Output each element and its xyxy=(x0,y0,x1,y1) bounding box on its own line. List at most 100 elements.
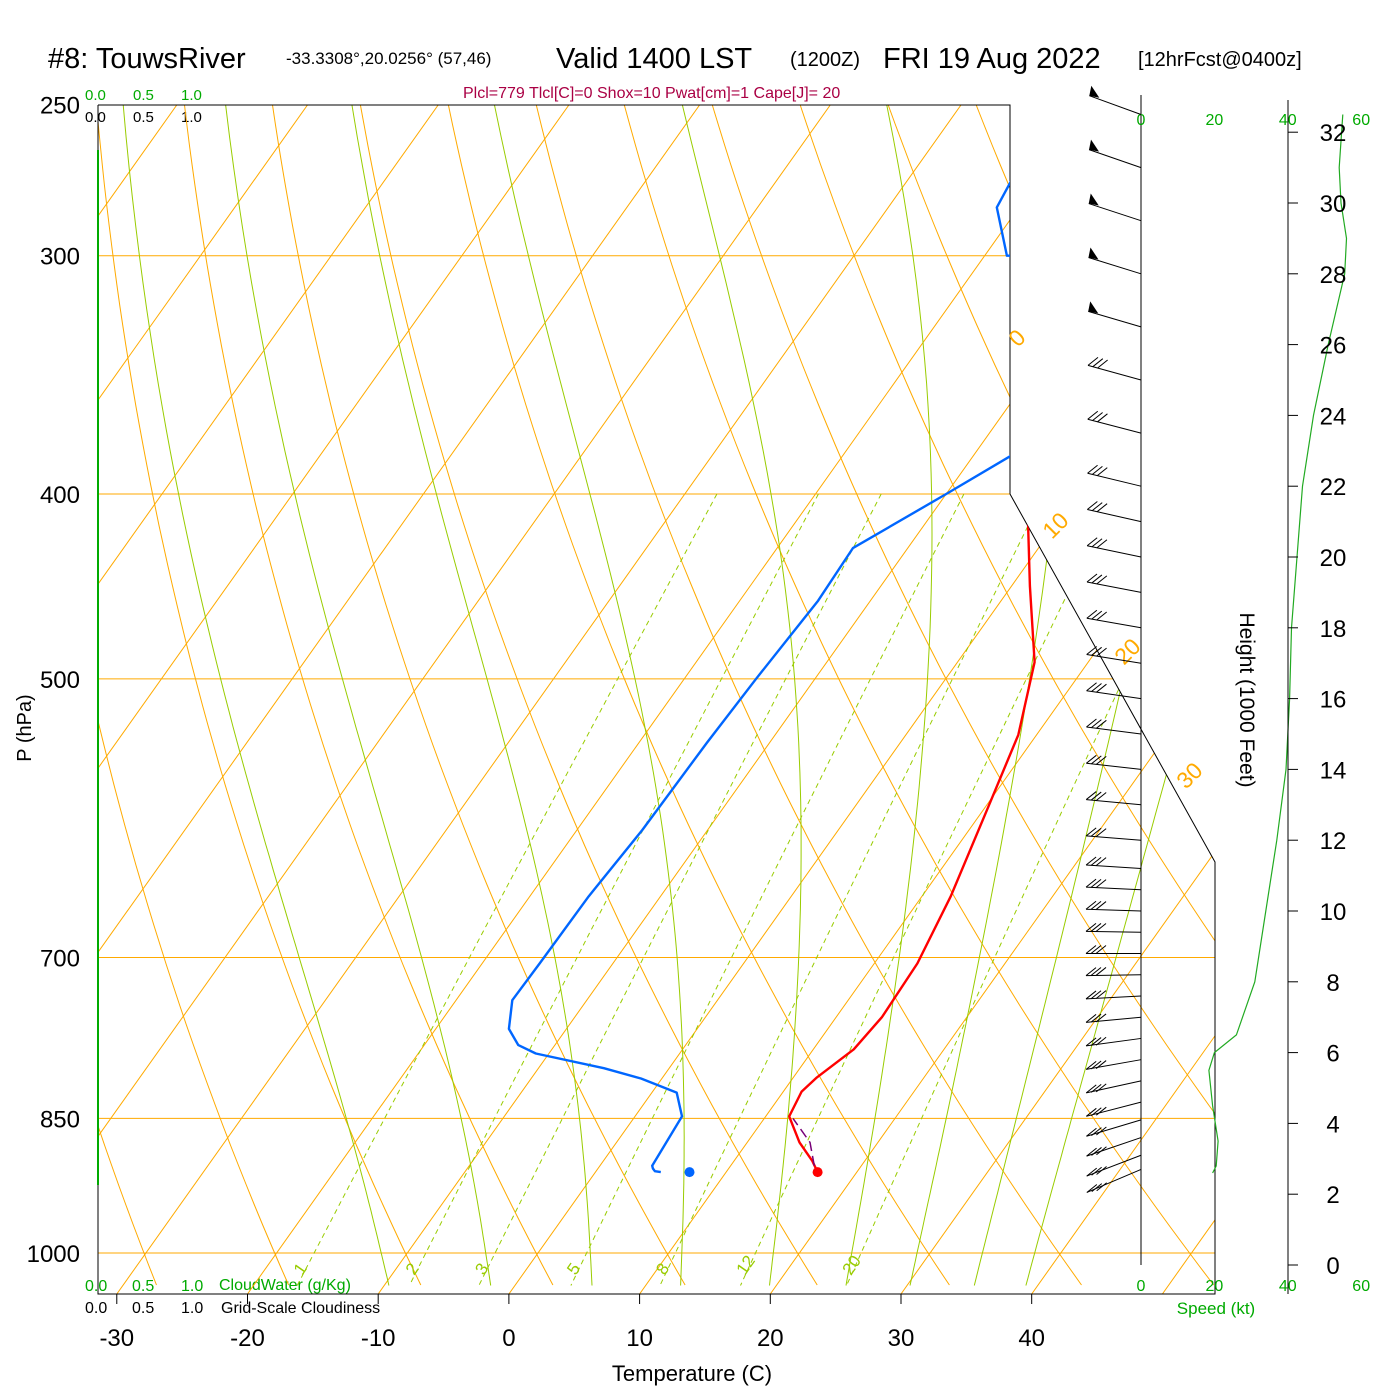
parcel-path-line xyxy=(792,1117,816,1166)
isotherm-line xyxy=(1031,105,1215,1294)
mixing-ratio-label: 12 xyxy=(733,1252,759,1278)
moist-adiabat-line xyxy=(493,105,685,1286)
pressure-tick-label: 300 xyxy=(40,244,80,271)
surface-dewpoint-dot xyxy=(684,1167,695,1178)
y-axis-title: P (hPa) xyxy=(14,694,36,761)
wind-barb xyxy=(1089,85,1142,115)
isotherm-line xyxy=(639,105,1215,1294)
isotherm-line xyxy=(377,105,1215,1294)
mixing-ratio-line xyxy=(570,493,965,1286)
header: #8: TouwsRiver -33.3308°,20.0256° (57,46… xyxy=(48,43,1302,102)
wind-barb xyxy=(1086,1168,1142,1193)
mixing-ratio-label: 2 xyxy=(402,1260,423,1279)
wind-barb xyxy=(1087,410,1142,434)
wind-barb xyxy=(1085,900,1142,912)
isotherm-line xyxy=(900,105,1215,1294)
wind-barb xyxy=(1087,464,1142,487)
mixing-ratio-line xyxy=(659,493,1045,1286)
top-cloudwater-tick: 0.0 xyxy=(85,87,106,104)
bottom-cloudiness-tick: 0.5 xyxy=(132,1300,154,1317)
top-cloudwater-tick: 0.5 xyxy=(133,87,154,104)
wind-barb xyxy=(1088,247,1142,275)
pressure-tick-label: 400 xyxy=(40,482,80,509)
mixing-ratio-label: 8 xyxy=(652,1260,673,1279)
wind-barb xyxy=(1085,878,1142,891)
pressure-tick-label: 850 xyxy=(40,1106,80,1133)
wind-barb xyxy=(1086,537,1142,558)
wind-barb xyxy=(1088,193,1142,222)
wind-barb xyxy=(1085,1059,1142,1070)
mixing-ratio-line xyxy=(296,493,718,1286)
background-grid xyxy=(98,105,1215,1294)
plot-border xyxy=(97,104,1216,1295)
valid-time: Valid 1400 LST xyxy=(556,43,752,75)
wind-barb xyxy=(1085,990,1142,1000)
isotherm-label-right: 20 xyxy=(1109,633,1145,669)
height-tick-label: 2 xyxy=(1326,1182,1339,1209)
wind-barb xyxy=(1085,922,1142,933)
height-tick-label: 6 xyxy=(1326,1041,1339,1068)
x-tick-label: 40 xyxy=(1018,1325,1045,1352)
height-tick-label: 8 xyxy=(1326,970,1339,997)
bottom-cloudwater-tick: 0.5 xyxy=(132,1278,154,1295)
isotherm-line xyxy=(98,105,570,1294)
wind-barb xyxy=(1086,609,1142,629)
pressure-labels: 250 300 400 500 700 850 1000 xyxy=(27,93,80,1268)
height-tick-label: 14 xyxy=(1320,757,1347,784)
pressure-tick-label: 700 xyxy=(40,946,80,973)
mixing-ratio-line xyxy=(740,493,1117,1286)
isotherm-label-right: 10 xyxy=(1037,507,1073,543)
x-tick-label: 0 xyxy=(502,1325,515,1352)
x-tick-label: 30 xyxy=(888,1325,915,1352)
height-tick-label: 24 xyxy=(1320,403,1347,430)
moist-adiabat-line xyxy=(351,105,593,1286)
dry-adiabat-line xyxy=(98,105,422,1286)
wind-barb xyxy=(1085,856,1142,870)
dry-adiabat-line xyxy=(184,105,554,1286)
wind-barb xyxy=(1086,1137,1142,1157)
isotherm-line xyxy=(1161,105,1215,1294)
wind-barb xyxy=(1085,945,1141,954)
isotherm-line xyxy=(508,105,1215,1294)
pressure-tick-label: 250 xyxy=(40,93,80,120)
mixing-ratio-label: 5 xyxy=(563,1260,584,1279)
height-tick-label: 12 xyxy=(1320,828,1347,855)
pressure-tick-label: 500 xyxy=(40,667,80,694)
height-tick-label: 16 xyxy=(1320,687,1347,714)
isotherm-label-right: 30 xyxy=(1171,757,1207,793)
moist-adiabat-line xyxy=(122,105,390,1286)
height-tick-label: 32 xyxy=(1320,120,1347,147)
bottom-cloud-scales: 0.0 0.5 1.0 CloudWater (g/Kg) 0.0 0.5 1.… xyxy=(85,1277,380,1317)
isotherm-label-right: 0 xyxy=(1003,324,1030,351)
moist-adiabat-line xyxy=(845,105,933,1286)
wind-barb xyxy=(1087,501,1142,523)
wind-barb xyxy=(1086,1154,1142,1177)
dry-adiabat-line xyxy=(535,105,1082,1286)
surface-temperature-dot xyxy=(812,1167,823,1178)
wind-barb xyxy=(1085,1013,1142,1023)
x-tick-label: 20 xyxy=(757,1325,784,1352)
x-tick-label: -20 xyxy=(230,1325,265,1352)
mixing-ratio-line xyxy=(408,493,819,1286)
cloudwater-label: CloudWater (g/Kg) xyxy=(219,1277,351,1294)
wind-barb xyxy=(1085,967,1142,977)
wind-barb xyxy=(1087,356,1142,381)
wind-barb xyxy=(1086,718,1142,735)
speed-tick-bottom: 0 xyxy=(1137,1278,1146,1295)
moist-adiabat-line xyxy=(681,105,802,1286)
speed-tick-top: 20 xyxy=(1206,112,1224,129)
bottom-cloudiness-tick: 1.0 xyxy=(181,1300,203,1317)
wind-barb xyxy=(1088,139,1142,169)
station-name: #8: TouwsRiver xyxy=(48,43,246,75)
height-tick-label: 28 xyxy=(1320,262,1347,289)
height-tick-label: 10 xyxy=(1320,899,1347,926)
top-cloudiness-tick: 0.0 xyxy=(85,109,106,126)
wind-barb xyxy=(1086,754,1142,770)
height-tick-label: 20 xyxy=(1320,545,1347,572)
plot-frame xyxy=(97,104,1216,1295)
cloudiness-label: Grid-Scale Cloudiness xyxy=(221,1300,380,1317)
temperature-labels: -30 -20 -10 0 10 20 30 40 xyxy=(99,1294,1045,1352)
top-cloudwater-tick: 1.0 xyxy=(181,87,202,104)
